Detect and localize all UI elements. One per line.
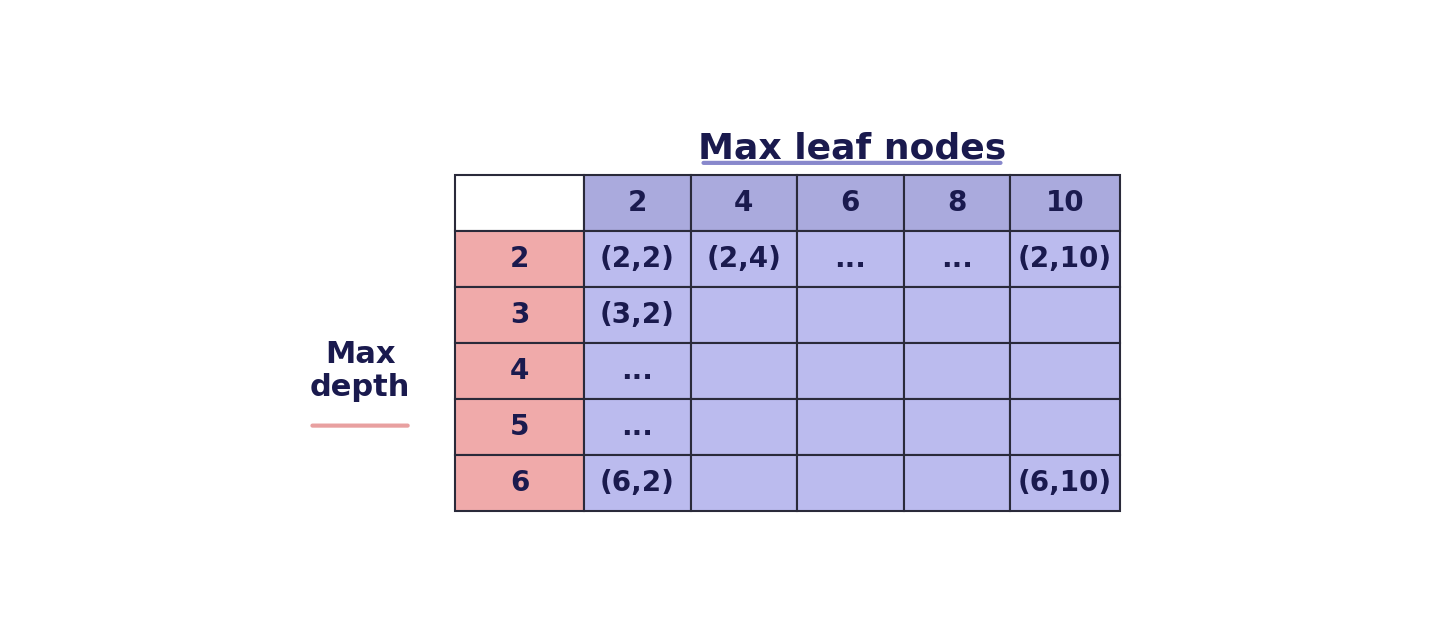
FancyBboxPatch shape	[797, 455, 904, 511]
Text: (2,4): (2,4)	[707, 245, 781, 273]
FancyBboxPatch shape	[691, 343, 797, 399]
FancyBboxPatch shape	[691, 455, 797, 511]
FancyBboxPatch shape	[584, 287, 691, 343]
FancyBboxPatch shape	[1009, 231, 1119, 287]
FancyBboxPatch shape	[904, 399, 1009, 455]
FancyBboxPatch shape	[1009, 399, 1119, 455]
FancyBboxPatch shape	[584, 231, 691, 287]
FancyBboxPatch shape	[904, 231, 1009, 287]
Text: 3: 3	[510, 301, 529, 329]
FancyBboxPatch shape	[904, 287, 1009, 343]
FancyBboxPatch shape	[1009, 455, 1119, 511]
Text: (3,2): (3,2)	[600, 301, 675, 329]
Text: ...: ...	[622, 357, 654, 385]
Text: ...: ...	[834, 245, 866, 273]
Text: 6: 6	[840, 189, 860, 217]
FancyBboxPatch shape	[691, 287, 797, 343]
FancyBboxPatch shape	[904, 175, 1009, 231]
Text: ...: ...	[622, 413, 654, 441]
Text: 10: 10	[1045, 189, 1084, 217]
FancyBboxPatch shape	[691, 231, 797, 287]
FancyBboxPatch shape	[1009, 343, 1119, 399]
Text: 6: 6	[510, 469, 529, 497]
FancyBboxPatch shape	[1009, 175, 1119, 231]
Text: Max leaf nodes: Max leaf nodes	[698, 131, 1006, 165]
FancyBboxPatch shape	[455, 175, 584, 231]
FancyBboxPatch shape	[797, 231, 904, 287]
FancyBboxPatch shape	[455, 399, 584, 455]
FancyBboxPatch shape	[584, 455, 691, 511]
Text: 4: 4	[735, 189, 753, 217]
FancyBboxPatch shape	[455, 455, 584, 511]
Text: (6,2): (6,2)	[600, 469, 675, 497]
Text: ...: ...	[941, 245, 973, 273]
Text: (2,2): (2,2)	[600, 245, 675, 273]
Text: (6,10): (6,10)	[1018, 469, 1112, 497]
FancyBboxPatch shape	[1009, 287, 1119, 343]
FancyBboxPatch shape	[455, 231, 584, 287]
FancyBboxPatch shape	[455, 287, 584, 343]
FancyBboxPatch shape	[797, 343, 904, 399]
FancyBboxPatch shape	[797, 175, 904, 231]
FancyBboxPatch shape	[904, 455, 1009, 511]
Text: 2: 2	[628, 189, 648, 217]
FancyBboxPatch shape	[691, 399, 797, 455]
FancyBboxPatch shape	[584, 343, 691, 399]
FancyBboxPatch shape	[797, 287, 904, 343]
FancyBboxPatch shape	[691, 175, 797, 231]
FancyBboxPatch shape	[797, 399, 904, 455]
FancyBboxPatch shape	[584, 399, 691, 455]
FancyBboxPatch shape	[455, 343, 584, 399]
Text: 4: 4	[510, 357, 529, 385]
Text: Max
depth: Max depth	[309, 340, 411, 402]
Text: 2: 2	[510, 245, 529, 273]
Text: 8: 8	[947, 189, 966, 217]
FancyBboxPatch shape	[904, 343, 1009, 399]
FancyBboxPatch shape	[584, 175, 691, 231]
Text: (2,10): (2,10)	[1018, 245, 1112, 273]
Text: 5: 5	[510, 413, 529, 441]
